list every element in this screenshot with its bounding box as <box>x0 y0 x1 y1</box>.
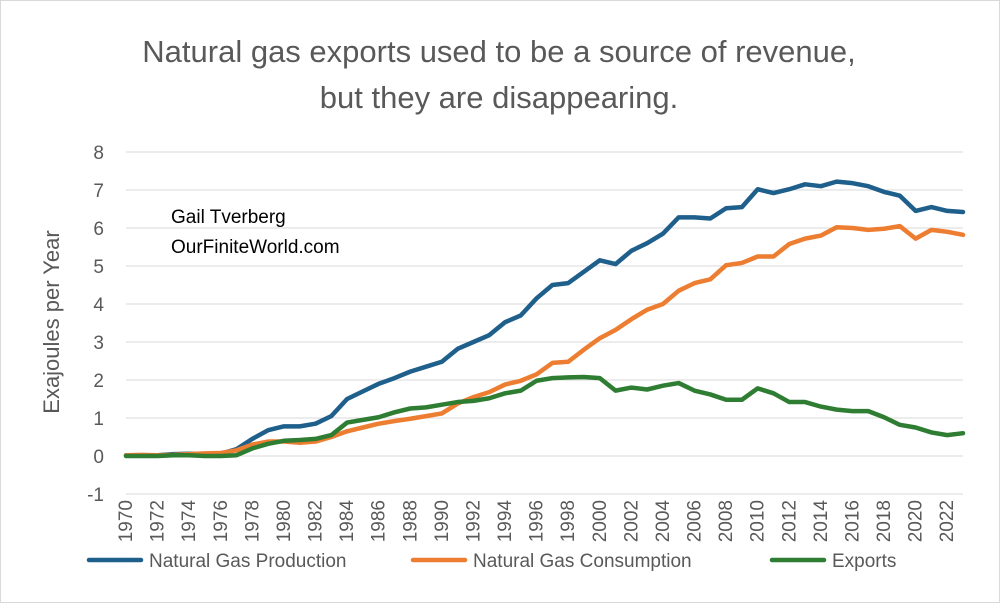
y-tick-label: 0 <box>93 447 104 468</box>
author-note: Gail Tverberg OurFiniteWorld.com <box>171 207 340 258</box>
x-tick-label: 2022 <box>937 500 958 542</box>
x-tick-label: 1996 <box>527 500 548 542</box>
x-tick-label: 2008 <box>716 500 737 542</box>
chart-title: Natural gas exports used to be a source … <box>142 34 855 115</box>
x-tick-label: 1994 <box>495 500 516 543</box>
x-tick-label: 2000 <box>590 500 611 542</box>
x-tick-label: 1978 <box>242 500 263 542</box>
gridlines <box>126 151 963 495</box>
y-tick-label: 3 <box>93 333 104 354</box>
legend-label: Natural Gas Consumption <box>473 551 692 572</box>
y-tick-label: 5 <box>93 257 104 278</box>
x-tick-label: 1992 <box>463 500 484 542</box>
x-tick-label: 2004 <box>653 500 674 543</box>
x-tick-label: 1980 <box>274 500 295 542</box>
y-axis-label: Exajoules per Year <box>39 230 64 413</box>
x-tick-label: 1990 <box>432 500 453 542</box>
x-tick-label: 1972 <box>148 500 169 542</box>
x-tick-label: 2014 <box>811 500 832 543</box>
x-tick-label: 1986 <box>369 500 390 542</box>
x-tick-label: 2016 <box>842 500 863 542</box>
x-tick-label: 2002 <box>621 500 642 542</box>
y-tick-label: 6 <box>93 219 104 240</box>
author-name: Gail Tverberg <box>171 207 286 228</box>
x-tick-label: 1984 <box>337 500 358 543</box>
author-website: OurFiniteWorld.com <box>171 237 340 258</box>
legend-label: Natural Gas Production <box>149 551 347 572</box>
series-lines <box>123 179 966 459</box>
x-tick-label: 1974 <box>179 500 200 543</box>
chart-title-line-1: Natural gas exports used to be a source … <box>142 34 855 69</box>
x-tick-label: 1988 <box>400 500 421 542</box>
x-tick-label: 2012 <box>779 500 800 542</box>
x-tick-label: 1982 <box>306 500 327 542</box>
y-axis-ticks: -1 0 1 2 3 4 5 6 7 8 <box>87 143 104 506</box>
x-tick-label: 2010 <box>748 500 769 542</box>
x-tick-label: 2006 <box>685 500 706 542</box>
chart-title-line-2: but they are disappearing. <box>320 80 678 115</box>
x-tick-label: 1970 <box>116 500 137 542</box>
x-axis-ticks: 1970 1972 1974 1976 1978 1980 1982 1984 1986 1988… <box>116 500 958 543</box>
legend-label: Exports <box>832 551 896 572</box>
y-tick-label: 7 <box>93 181 104 202</box>
series-line-3 <box>123 374 966 459</box>
x-tick-label: 1976 <box>211 500 232 542</box>
x-tick-label: 2018 <box>874 500 895 542</box>
x-tick-label: 1998 <box>558 500 579 542</box>
series-line-2 <box>123 223 966 458</box>
series-line-1 <box>123 179 966 458</box>
y-tick-label: 1 <box>93 409 104 430</box>
y-tick-label: 8 <box>93 143 104 164</box>
x-tick-label: 2020 <box>906 500 927 542</box>
y-tick-label: 2 <box>93 371 104 392</box>
legend: Natural Gas Production Natural Gas Consum… <box>86 551 896 572</box>
y-tick-label: -1 <box>87 485 104 506</box>
y-tick-label: 4 <box>93 295 104 316</box>
